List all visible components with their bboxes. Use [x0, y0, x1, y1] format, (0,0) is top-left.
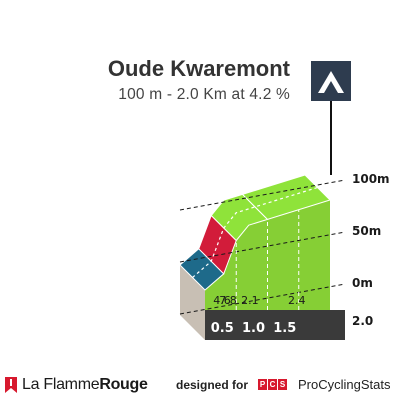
profile-front-face [205, 200, 330, 310]
altitude-tick-label: 50m [352, 224, 381, 238]
climb-profile-chart: 100m 50m 0m 4.67.8 2.1 2.4 0.5 1.0 1.5 2.0 [179, 172, 390, 340]
footer: La FlammeRouge designed for P C S ProCyc… [0, 370, 405, 400]
gradient-label: 2.4 [288, 294, 306, 307]
pcs-letter: S [278, 379, 287, 390]
gradient-label: 2.1 [241, 294, 259, 307]
gradient-label: 7.8 [219, 294, 237, 307]
km-tick-label: 1.5 [273, 321, 296, 336]
total-distance-label: 2.0 [352, 314, 373, 328]
procyclingstats-link[interactable]: ProCyclingStats [298, 377, 391, 392]
altitude-tick-label: 0m [352, 276, 373, 290]
mountain-icon [311, 61, 351, 101]
profile-ridge-line [192, 186, 318, 278]
flag-icon [5, 377, 17, 393]
climb-subtitle: 100 m - 2.0 Km at 4.2 % [118, 86, 290, 103]
climb-title: Oude Kwaremont [107, 56, 290, 81]
pcs-logo[interactable]: P C S [258, 379, 287, 390]
km-tick-label: 0.5 [211, 321, 234, 336]
pcs-letter: C [268, 379, 277, 390]
pcs-letter: P [258, 379, 267, 390]
la-flamme-rouge-logo[interactable]: La FlammeRouge [4, 375, 148, 395]
km-tick-label: 1.0 [242, 321, 265, 336]
altitude-tick-label: 100m [352, 172, 390, 186]
distance-axis-bar [205, 310, 345, 340]
designed-for-label: designed for [176, 378, 249, 392]
gradient-label: 4.6 [213, 294, 231, 307]
summit-pole [330, 101, 332, 175]
la-flamme-rouge-text: La FlammeRouge [22, 376, 148, 393]
